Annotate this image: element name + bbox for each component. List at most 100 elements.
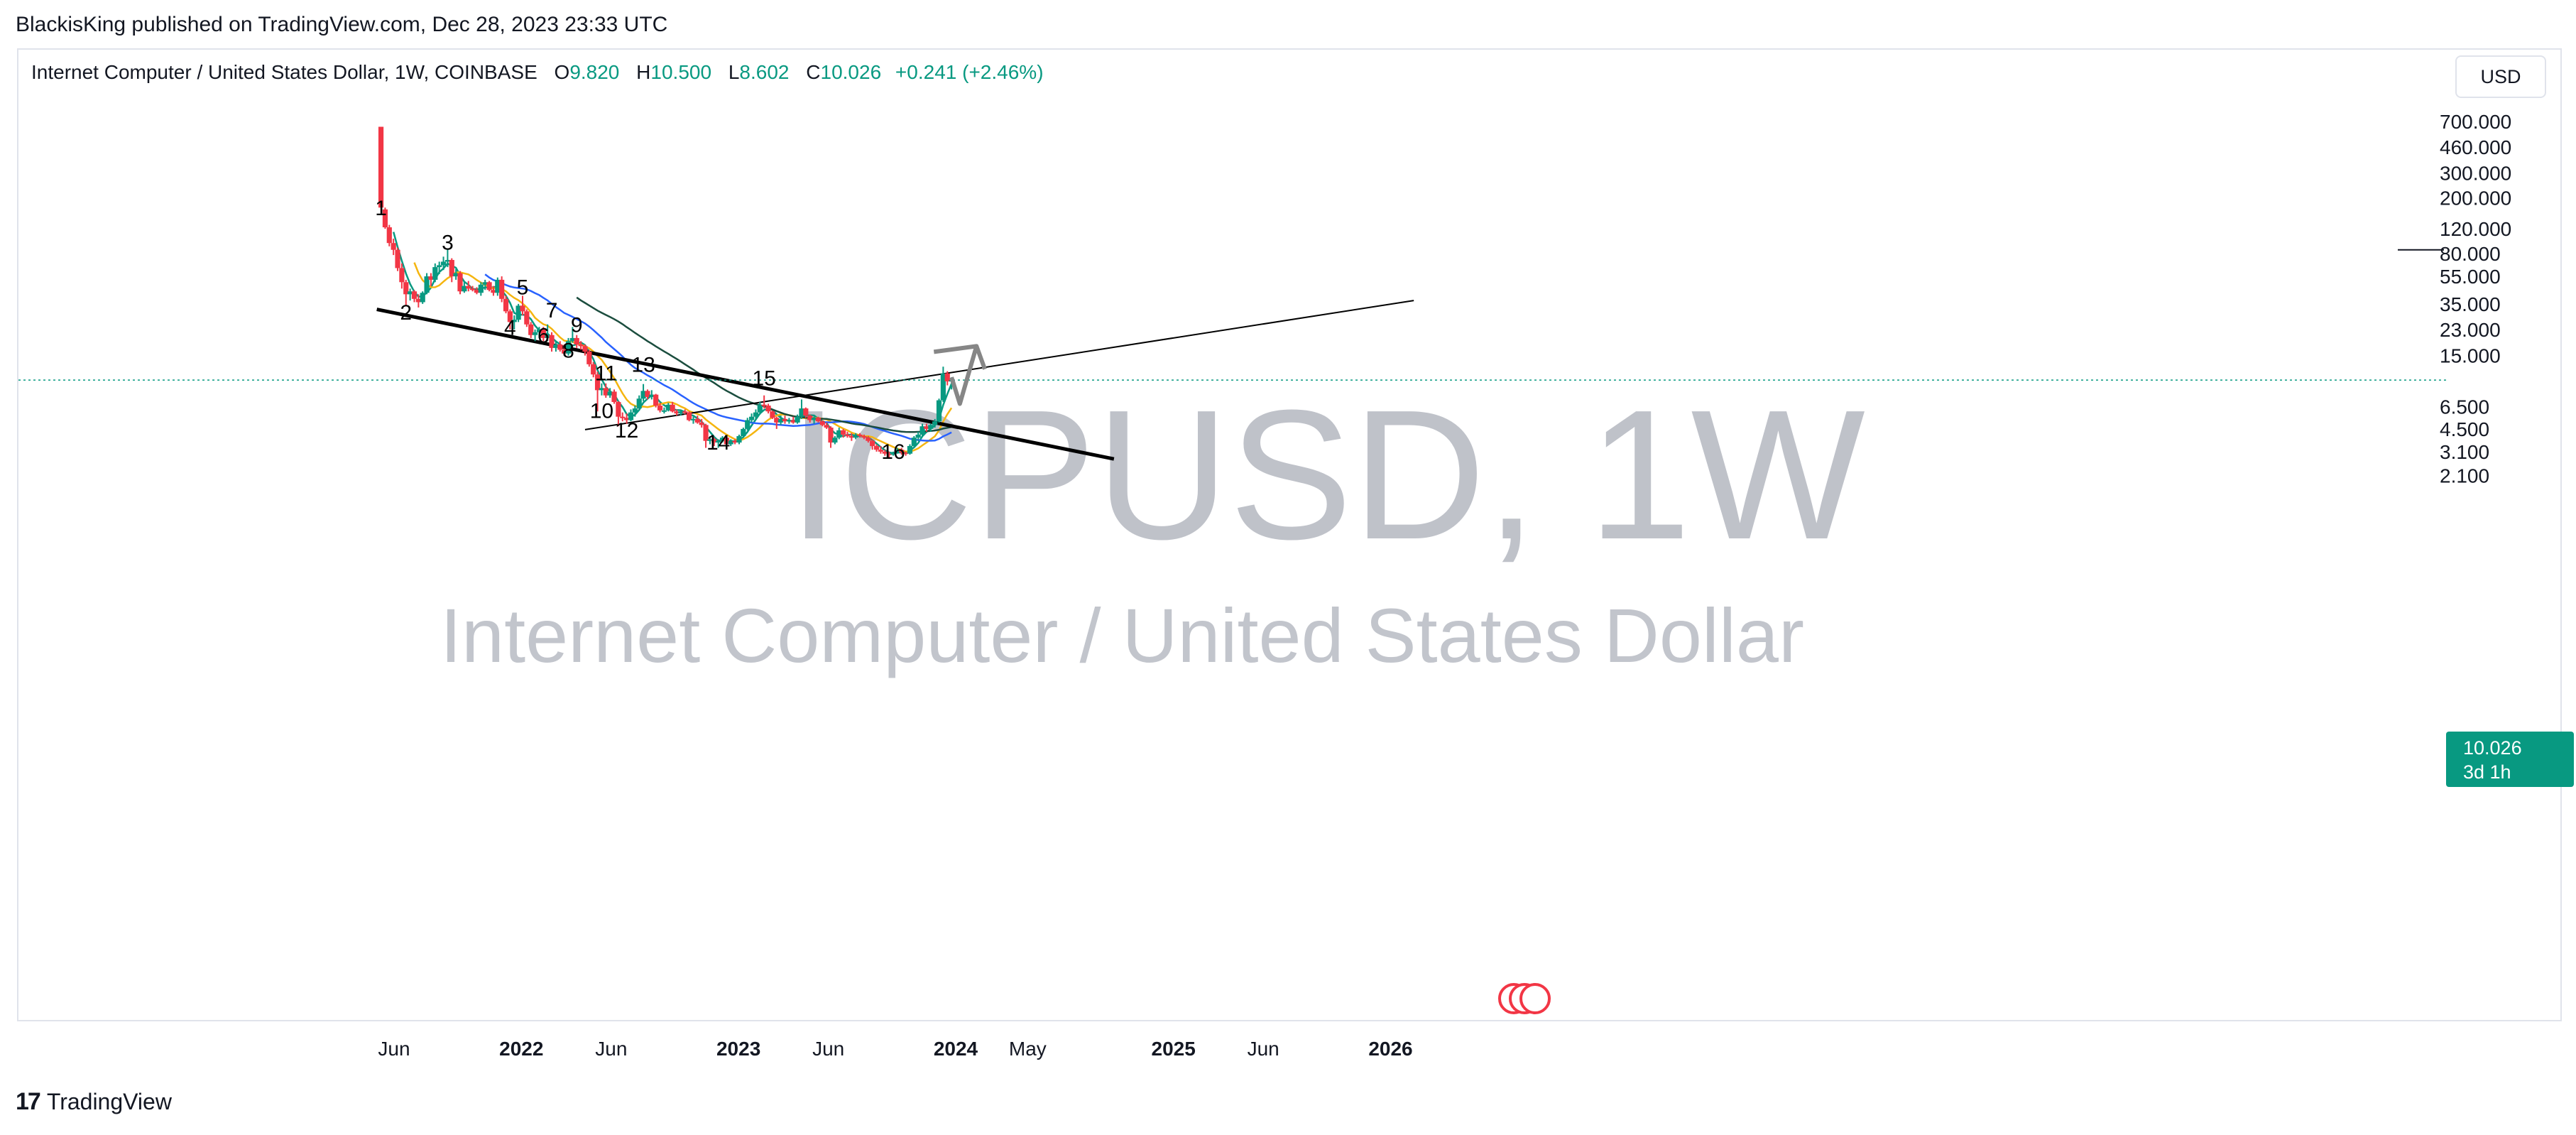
candle-body [640,391,646,399]
change-value: +0.241 (+2.46%) [895,61,1044,83]
symbol-name-watermark: Internet Computer / United States Dollar [440,592,1804,678]
candle-body [732,440,738,443]
candle-body [432,267,438,280]
candle-body [578,344,584,347]
time-axis-label: Jun [595,1038,627,1060]
price-axis-label: 35.000 [2440,293,2501,315]
candle-body [748,416,755,420]
last-price-value: 10.026 [2463,737,2522,759]
descending-trendline [376,308,1115,461]
candle-body [532,332,538,335]
price-axis-label: 55.000 [2440,266,2501,288]
candle-body [399,268,405,283]
candle-body [549,335,555,348]
candle-body [386,227,392,244]
low-label: L [728,61,740,83]
wave-count-label: 8 [562,340,574,363]
candle-body [632,408,638,413]
projection-path [949,345,979,406]
candle-body [499,279,505,299]
wave-count-label: 6 [537,325,550,348]
candle-body [511,320,517,322]
candle-body [515,305,521,320]
candle-body [457,273,463,292]
candle-body [569,337,575,342]
candle-body [391,243,396,250]
candle-body [795,416,800,423]
last-price-badge: 10.026 3d 1h [2446,732,2574,787]
candle-body [824,425,829,428]
candle-body [620,416,626,418]
candle-body [395,249,400,268]
symbol-label: Internet Computer / United States Dollar… [31,61,537,83]
candle-body [907,445,913,454]
candle-body [811,418,817,420]
wave-count-label: 13 [631,353,655,376]
time-axis-label: Jun [378,1038,410,1060]
candle-body [670,404,675,412]
candle-body [728,440,733,445]
price-axis-label: 300.000 [2440,163,2511,185]
candle-body [491,290,496,293]
candle-body [682,411,688,413]
candle-body [536,329,542,332]
time-axis-label: Jun [812,1038,844,1060]
candle-body [890,452,896,455]
candle-body [932,421,938,425]
candle-body [636,398,642,409]
tradingview-wordmark: TradingView [46,1089,172,1114]
candle-body [382,209,388,228]
candle-body [724,438,729,445]
candle-body [603,388,608,396]
candle-body [624,418,630,420]
currency-button[interactable]: USD [2455,55,2546,98]
candle-body [919,426,925,435]
time-axis-label: 2022 [499,1038,543,1060]
wave-count-label: 12 [615,419,638,442]
candle-body [611,391,617,402]
candle-body [882,451,888,454]
candle-body [462,286,467,292]
low-value: 8.602 [739,61,790,83]
candle-body [902,452,909,455]
candle-body [420,293,425,303]
candle-body [444,259,451,262]
price-axis-label: 460.000 [2440,136,2511,158]
price-axis-label: 3.100 [2440,441,2489,463]
candle-body [786,420,792,422]
candle-body [565,341,572,354]
candle-body [649,394,655,397]
candle-body [694,418,700,423]
candle-body [582,346,588,352]
candle-body [616,402,621,417]
candle-body [770,411,775,418]
chart-frame [17,48,2562,1021]
candle-body [753,412,759,417]
candle-body [745,420,751,429]
wave-count-label: 10 [590,399,613,423]
candle-body [403,282,409,295]
candle-body [686,412,692,420]
candle-body [832,438,838,443]
candle-body [924,426,929,429]
time-axis-label: 2025 [1152,1038,1196,1060]
ma-fast-line [392,232,953,455]
candle-body [528,324,534,335]
candle-body [424,276,430,293]
candle-body [665,404,671,411]
time-axis-label: Jun [1248,1038,1279,1060]
candle-body [878,450,884,452]
wave-count-label: 1 [375,197,387,220]
candle-body [936,400,942,422]
candle-body [437,265,442,268]
candle-body [557,344,563,350]
publisher-line: BlackisKing published on TradingView.com… [16,13,668,36]
candle-body [844,434,851,437]
candle-body [545,335,550,338]
wave-count-label: 4 [504,317,516,340]
candle-body [540,329,546,338]
footer-branding[interactable]: 17 TradingView [16,1088,172,1116]
candle-body [803,408,809,416]
price-axis-label: 80.000 [2440,243,2501,265]
